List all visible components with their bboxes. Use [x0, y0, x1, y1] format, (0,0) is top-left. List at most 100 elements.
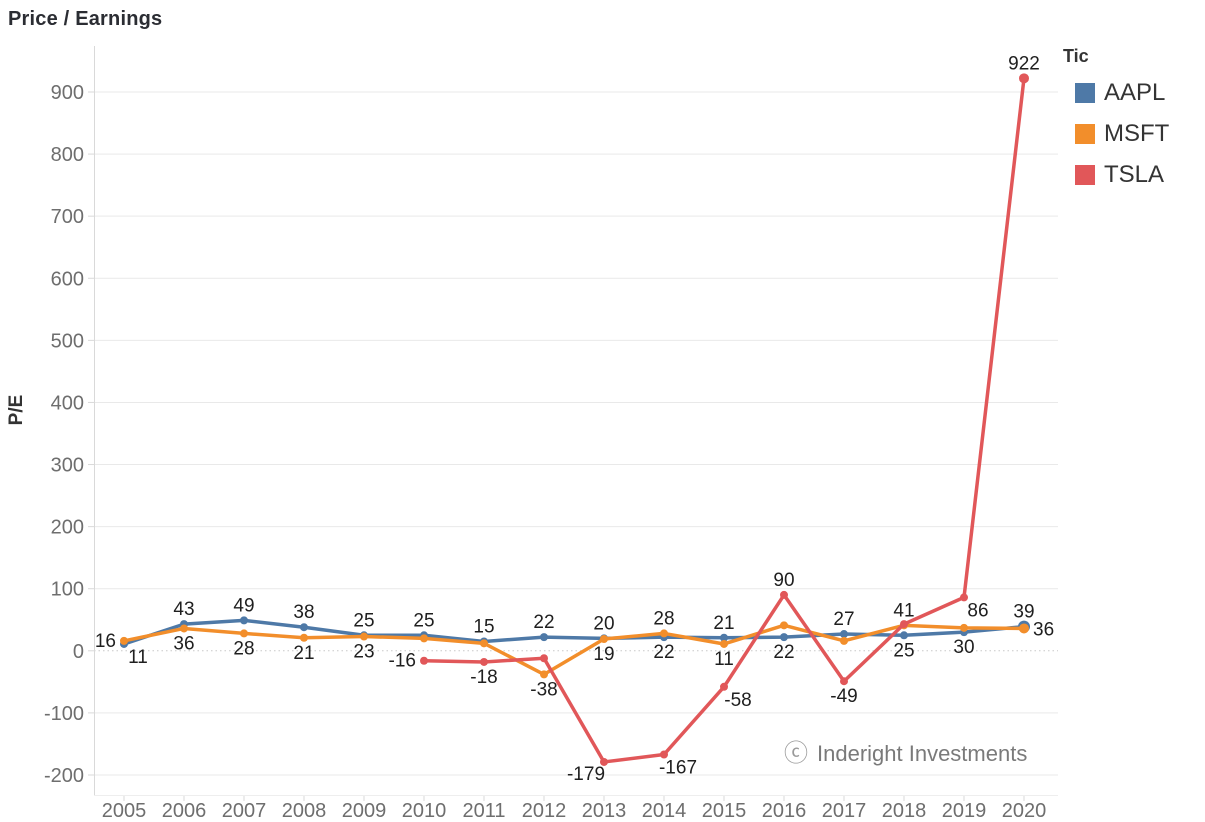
data-label-tsla-2014: -167	[659, 757, 697, 778]
x-tick-label: 2012	[522, 800, 567, 822]
x-tick-label: 2007	[222, 800, 267, 822]
watermark: ⓒ Inderight Investments	[784, 741, 1027, 767]
legend-items: AAPL MSFT TSLA	[1063, 79, 1203, 189]
legend-item-tsla[interactable]: TSLA	[1063, 161, 1203, 189]
data-label-msft-2015: 11	[714, 649, 734, 670]
data-label-aapl-2020: 39	[1013, 602, 1034, 623]
y-tick-label: 100	[51, 579, 84, 601]
data-point-msft-2005[interactable]	[120, 636, 128, 645]
series-msft: 16 36 28 21 23 -38 19 28 11 41 36	[95, 600, 1054, 700]
data-point-tsla-2014[interactable]	[660, 750, 668, 759]
data-label-tsla-2010: -16	[389, 651, 416, 672]
x-tick-label: 2010	[402, 800, 447, 822]
legend-swatch-msft	[1075, 124, 1095, 144]
x-tick-label: 2015	[702, 800, 747, 822]
data-label-aapl-2007: 49	[233, 595, 254, 616]
x-axis-ticks: 2005 2006 2007 2008 2009 2010 2011 2012 2013 2014…	[102, 796, 1046, 822]
data-label-msft-2006: 36	[173, 633, 194, 654]
data-point-tsla-2010[interactable]	[420, 656, 428, 665]
y-tick-label: 300	[51, 455, 84, 477]
legend-item-aapl[interactable]: AAPL	[1063, 79, 1203, 107]
data-point-aapl-2012[interactable]	[540, 633, 548, 642]
data-point-aapl-2008[interactable]	[300, 623, 308, 632]
data-point-tsla-2016[interactable]	[780, 590, 788, 599]
data-point-tsla-2017[interactable]	[840, 677, 848, 686]
data-point-tsla-2020[interactable]	[1019, 73, 1029, 84]
data-point-msft-2015[interactable]	[720, 639, 728, 648]
data-label-tsla-2019: 86	[967, 600, 988, 621]
data-label-msft-2018: 41	[893, 600, 914, 621]
legend-label: AAPL	[1104, 79, 1166, 106]
y-tick-label: -100	[44, 703, 84, 725]
data-label-msft-2009: 23	[353, 642, 374, 663]
data-point-msft-2012[interactable]	[540, 670, 548, 679]
data-point-msft-2016[interactable]	[780, 621, 788, 630]
data-point-msft-2013[interactable]	[600, 635, 608, 644]
x-tick-label: 2019	[942, 800, 987, 822]
legend: Tic AAPL MSFT TSLA	[1063, 46, 1203, 202]
legend-label: TSLA	[1104, 161, 1165, 188]
data-label-aapl-2013: 20	[593, 613, 614, 634]
x-tick-label: 2006	[162, 800, 207, 822]
data-point-msft-2019[interactable]	[960, 623, 968, 632]
data-label-msft-2005: 16	[95, 631, 116, 652]
watermark-text: Inderight Investments	[817, 741, 1028, 766]
x-tick-label: 2014	[642, 800, 687, 822]
y-tick-label: 0	[73, 641, 84, 663]
data-label-msft-2020: 36	[1033, 619, 1054, 640]
data-label-aapl-2005: 11	[128, 647, 148, 668]
data-point-msft-2010[interactable]	[420, 634, 428, 643]
data-point-msft-2017[interactable]	[840, 636, 848, 645]
data-label-aapl-2012: 22	[533, 612, 554, 633]
y-tick-label: 800	[51, 144, 84, 166]
y-tick-label: 500	[51, 330, 84, 352]
data-label-tsla-2013: -179	[567, 764, 605, 785]
data-label-tsla-2015: -58	[724, 690, 751, 711]
x-tick-label: 2005	[102, 800, 147, 822]
data-point-aapl-2015[interactable]	[720, 633, 728, 642]
data-point-tsla-2015[interactable]	[720, 682, 728, 691]
data-point-aapl-2018[interactable]	[900, 631, 908, 640]
data-point-aapl-2017[interactable]	[840, 630, 848, 639]
series-tsla: -16 -18 -179 -167 -58 90 -49 86 922	[389, 53, 1040, 785]
y-tick-label: 400	[51, 392, 84, 414]
y-tick-label: 900	[51, 82, 84, 104]
x-tick-label: 2013	[582, 800, 627, 822]
data-point-aapl-2016[interactable]	[780, 633, 788, 642]
data-label-aapl-2016: 22	[773, 642, 794, 663]
y-tick-label: -200	[44, 765, 84, 787]
data-label-aapl-2010: 25	[413, 610, 434, 631]
data-point-msft-2011[interactable]	[480, 639, 488, 648]
data-label-aapl-2018: 25	[893, 640, 914, 661]
data-point-msft-2014[interactable]	[660, 629, 668, 638]
data-point-tsla-2011[interactable]	[480, 657, 488, 666]
data-label-aapl-2008: 38	[293, 602, 314, 623]
data-point-tsla-2012[interactable]	[540, 654, 548, 663]
data-label-aapl-2017: 27	[833, 609, 854, 630]
data-point-msft-2007[interactable]	[240, 629, 248, 638]
gridlines	[94, 91, 1058, 776]
data-point-tsla-2018[interactable]	[900, 620, 908, 629]
y-tick-label: 600	[51, 268, 84, 290]
data-point-msft-2006[interactable]	[180, 624, 188, 633]
data-point-tsla-2013[interactable]	[600, 757, 608, 766]
x-tick-label: 2011	[462, 800, 505, 822]
data-label-tsla-2017: -49	[830, 686, 857, 707]
data-label-msft-2014: 28	[653, 608, 674, 629]
data-point-msft-2020[interactable]	[1019, 623, 1029, 634]
legend-item-msft[interactable]: MSFT	[1063, 120, 1203, 148]
data-point-aapl-2007[interactable]	[240, 616, 248, 625]
x-tick-label: 2018	[882, 800, 927, 822]
data-point-tsla-2019[interactable]	[960, 593, 968, 602]
data-label-msft-2013: 19	[593, 644, 614, 665]
data-label-aapl-2019: 30	[953, 637, 974, 658]
data-point-msft-2008[interactable]	[300, 633, 308, 642]
legend-label: MSFT	[1104, 120, 1170, 147]
y-axis-title: P/E	[6, 395, 27, 426]
data-point-msft-2009[interactable]	[360, 632, 368, 641]
x-tick-label: 2008	[282, 800, 327, 822]
y-tick-label: 200	[51, 517, 84, 539]
legend-title: Tic	[1063, 46, 1089, 66]
